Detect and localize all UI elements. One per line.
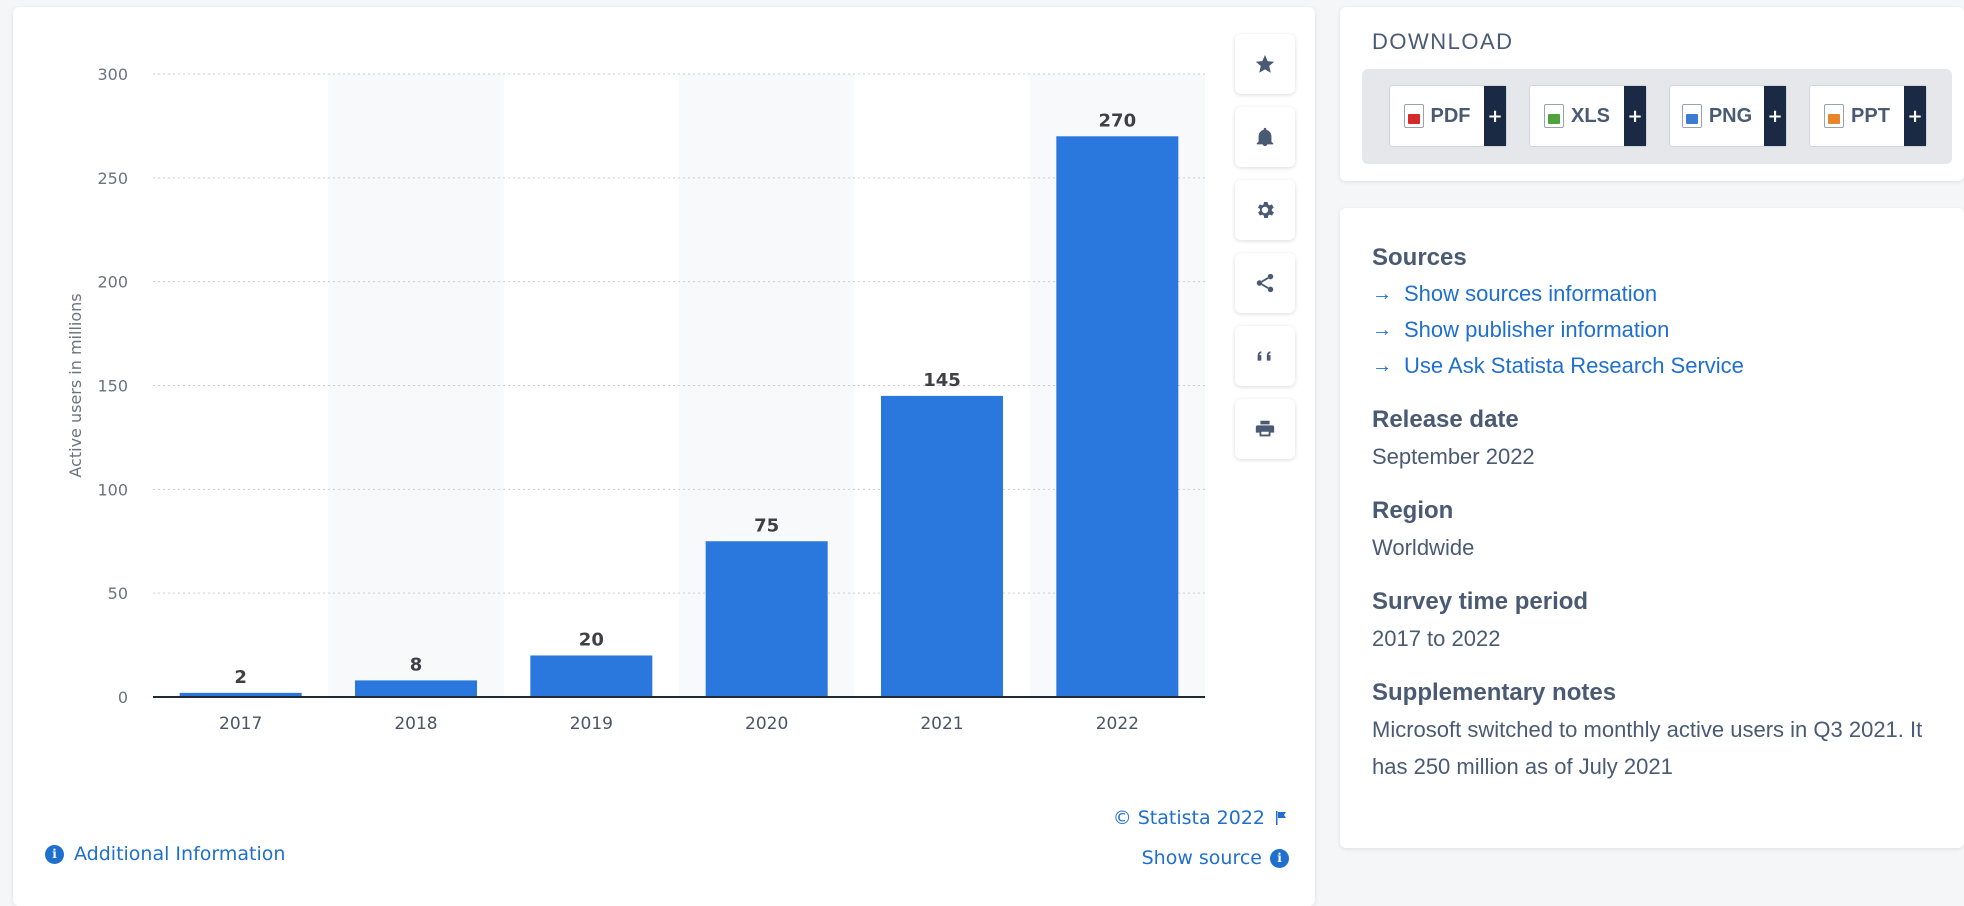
bell-icon (1256, 127, 1274, 147)
sources-title: Sources (1372, 244, 1467, 271)
download-ppt-label: PPT (1851, 104, 1890, 127)
share-button[interactable] (1235, 253, 1295, 313)
additional-information-link[interactable]: i Additional Information (45, 843, 285, 865)
download-png-plus[interactable]: + (1764, 86, 1786, 146)
flag-icon (1276, 811, 1286, 825)
data-label: 270 (1099, 110, 1137, 131)
show-sources-text: Show sources information (1404, 281, 1658, 306)
data-label: 8 (410, 654, 423, 675)
info-icon: i (1270, 848, 1289, 868)
ask-statista-link[interactable]: → Use Ask Statista Research Service (1372, 348, 1952, 384)
quote-icon (1257, 351, 1271, 361)
pdf-file-icon (1403, 104, 1424, 128)
bar-2018 (355, 680, 477, 697)
download-pdf-label: PDF (1430, 104, 1471, 127)
arrow-right-icon: → (1372, 319, 1392, 341)
survey-period-value: 2017 to 2022 (1372, 626, 1501, 651)
region-title: Region (1372, 497, 1454, 524)
x-tick-label: 2021 (920, 714, 963, 734)
bar-chart: 0 50 100 150 200 250 300 Active users in millio… (66, 65, 1205, 734)
print-icon (1255, 420, 1275, 437)
supplementary-notes-value: Microsoft switched to monthly active use… (1372, 717, 1923, 779)
x-tick-label: 2019 (570, 714, 613, 734)
favorite-button[interactable] (1235, 34, 1295, 94)
y-tick-label: 100 (97, 480, 128, 499)
show-sources-link[interactable]: → Show sources information (1372, 276, 1952, 312)
download-ppt-plus[interactable]: + (1904, 86, 1926, 146)
settings-button[interactable] (1235, 180, 1295, 240)
x-tick-label: 2017 (219, 714, 262, 734)
download-pdf-button[interactable]: PDF + (1389, 85, 1507, 147)
show-publisher-text: Show publisher information (1404, 317, 1670, 342)
bar-2017 (179, 692, 302, 697)
download-ppt-button[interactable]: PPT + (1809, 85, 1927, 147)
region-value: Worldwide (1372, 535, 1475, 560)
chart-tools (1235, 34, 1295, 472)
y-tick-label: 150 (97, 377, 128, 396)
download-bar: PDF + XLS + PNG + PPT + (1362, 69, 1952, 164)
bar-2022 (1056, 136, 1179, 698)
x-tick-label: 2022 (1096, 714, 1139, 734)
y-tick-label: 0 (118, 688, 128, 707)
share-icon (1256, 273, 1274, 293)
bar-2020 (705, 541, 828, 697)
show-publisher-link[interactable]: → Show publisher information (1372, 312, 1952, 348)
x-tick-label: 2020 (745, 714, 788, 734)
show-source-link[interactable]: Show source i (1142, 847, 1289, 869)
survey-period-title: Survey time period (1372, 588, 1589, 615)
additional-information-text: Additional Information (74, 843, 286, 865)
copyright-link[interactable]: © Statista 2022 (1113, 807, 1289, 829)
arrow-right-icon: → (1372, 355, 1392, 377)
data-label: 75 (754, 515, 779, 536)
download-title: DOWNLOAD (1372, 29, 1514, 54)
info-icon: i (45, 844, 64, 864)
download-xls-plus[interactable]: + (1624, 86, 1646, 146)
download-png-button[interactable]: PNG + (1669, 85, 1787, 147)
release-date-title: Release date (1372, 406, 1519, 433)
release-date-value: September 2022 (1372, 444, 1535, 469)
y-tick-label: 300 (97, 65, 128, 84)
supplementary-notes-title: Supplementary notes (1372, 679, 1617, 706)
y-tick-label: 250 (97, 169, 128, 188)
copyright-text: © Statista 2022 (1112, 807, 1265, 829)
ask-statista-text: Use Ask Statista Research Service (1404, 353, 1744, 378)
download-pdf-plus[interactable]: + (1484, 86, 1506, 146)
xls-file-icon (1544, 104, 1565, 128)
bar-2019 (530, 655, 653, 697)
y-tick-label: 200 (97, 273, 128, 292)
download-xls-label: XLS (1571, 104, 1610, 127)
cite-button[interactable] (1235, 326, 1295, 386)
show-source-text: Show source (1141, 847, 1262, 869)
y-tick-label: 50 (108, 584, 128, 603)
info-card: Sources → Show sources information → Show … (1340, 208, 1964, 848)
ppt-file-icon (1824, 104, 1845, 128)
print-button[interactable] (1235, 399, 1295, 459)
bar-2021 (881, 395, 1003, 697)
download-png-label: PNG (1708, 104, 1753, 127)
png-file-icon (1681, 104, 1702, 128)
data-label: 20 (579, 629, 604, 650)
y-axis-label: Active users in millions (66, 293, 85, 477)
notification-button[interactable] (1235, 107, 1295, 167)
arrow-right-icon: → (1372, 283, 1392, 305)
star-icon (1255, 54, 1275, 73)
gear-icon (1257, 202, 1274, 218)
x-tick-label: 2018 (394, 714, 437, 734)
chart-card: 0 50 100 150 200 250 300 Active users in millio… (13, 7, 1315, 906)
data-label: 2 (234, 667, 247, 688)
data-label: 145 (923, 370, 961, 391)
download-card: DOWNLOAD PDF + XLS + PNG + PPT + (1340, 7, 1964, 181)
download-xls-button[interactable]: XLS + (1529, 85, 1647, 147)
